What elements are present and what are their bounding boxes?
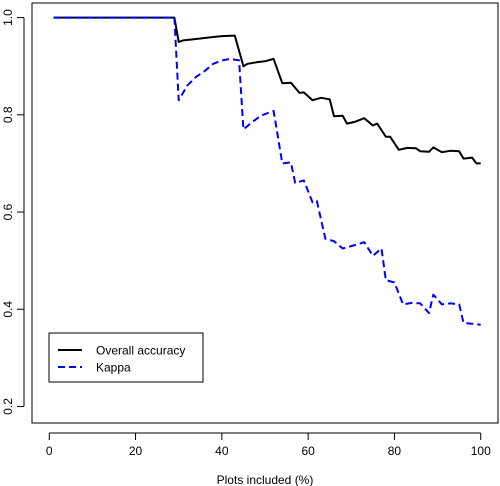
legend-label-kappa: Kappa <box>96 361 131 375</box>
x-tick-label: 20 <box>129 444 143 458</box>
y-tick-label: 0.2 <box>1 398 15 415</box>
series-line-overall-accuracy <box>53 16 481 165</box>
x-tick-label: 100 <box>471 444 491 458</box>
plot-frame <box>31 2 499 424</box>
y-tick-label: 1.0 <box>1 9 15 26</box>
x-tick-label: 80 <box>388 444 402 458</box>
series-line-kappa <box>53 16 481 326</box>
legend-label-overall-accuracy: Overall accuracy <box>96 344 185 358</box>
y-axis: 0.2 0.4 0.6 0.8 1.0 <box>1 9 25 415</box>
y-tick-label: 0.6 <box>1 203 15 220</box>
y-tick-label: 0.4 <box>1 301 15 318</box>
x-axis: 0 20 40 60 80 100 <box>46 432 491 458</box>
y-tick-label: 0.8 <box>1 106 15 123</box>
series-layer <box>53 16 481 326</box>
legend: Overall accuracy Kappa <box>48 332 204 383</box>
x-tick-label: 0 <box>46 444 53 458</box>
x-tick-label: 60 <box>301 444 315 458</box>
legend-box <box>48 332 204 383</box>
x-tick-label: 40 <box>215 444 229 458</box>
x-axis-label: Plots included (%) <box>217 473 314 486</box>
